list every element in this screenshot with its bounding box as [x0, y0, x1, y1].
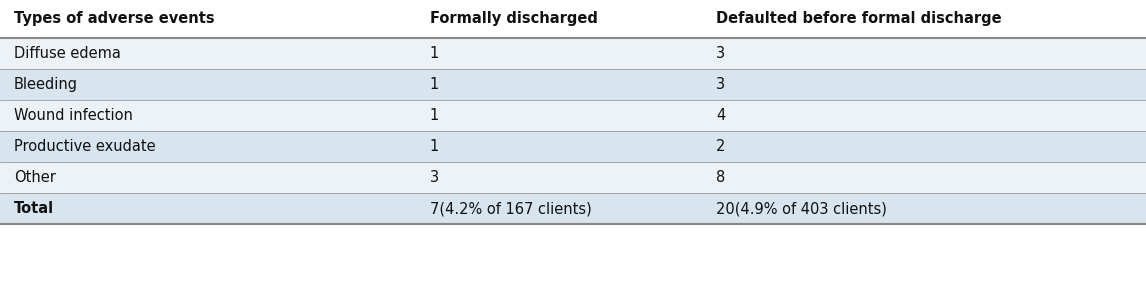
Text: Other: Other: [14, 170, 56, 185]
Text: Diffuse edema: Diffuse edema: [14, 46, 120, 61]
Bar: [0, 131, 1146, 162]
Text: Total: Total: [14, 201, 54, 216]
Bar: [0, 38, 1146, 69]
Text: 1: 1: [430, 77, 439, 92]
Text: 1: 1: [430, 139, 439, 154]
Text: 3: 3: [716, 46, 725, 61]
Text: 8: 8: [716, 170, 725, 185]
Text: Productive exudate: Productive exudate: [14, 139, 156, 154]
Text: 2: 2: [716, 139, 725, 154]
Text: Formally discharged: Formally discharged: [430, 12, 597, 26]
Text: 3: 3: [716, 77, 725, 92]
Text: Wound infection: Wound infection: [14, 108, 133, 123]
Bar: [0, 69, 1146, 100]
Bar: [0, 193, 1146, 224]
Text: 1: 1: [430, 46, 439, 61]
Text: 20(4.9% of 403 clients): 20(4.9% of 403 clients): [716, 201, 887, 216]
Text: 4: 4: [716, 108, 725, 123]
Bar: [0, 0, 1146, 38]
Text: Types of adverse events: Types of adverse events: [14, 12, 214, 26]
Text: 1: 1: [430, 108, 439, 123]
Bar: [0, 100, 1146, 131]
Text: 7(4.2% of 167 clients): 7(4.2% of 167 clients): [430, 201, 591, 216]
Text: Bleeding: Bleeding: [14, 77, 78, 92]
Bar: [0, 162, 1146, 193]
Text: Defaulted before formal discharge: Defaulted before formal discharge: [716, 12, 1002, 26]
Text: 3: 3: [430, 170, 439, 185]
